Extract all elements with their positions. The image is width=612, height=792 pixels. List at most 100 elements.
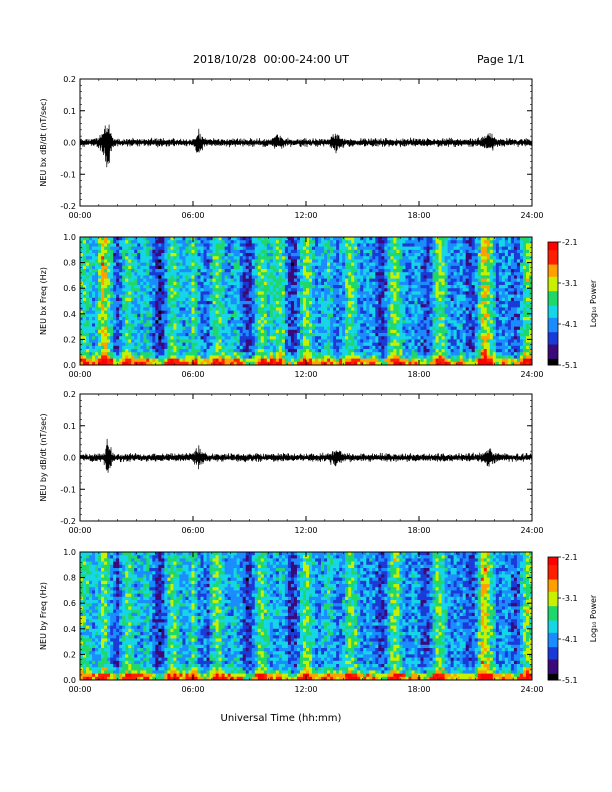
spectrogram-cell xyxy=(254,310,259,315)
spectrogram-cell xyxy=(95,342,99,347)
spectrogram-cell xyxy=(342,336,346,340)
spectrogram-cell xyxy=(366,323,370,327)
spectrogram-cell xyxy=(299,313,304,318)
spectrogram-cell xyxy=(86,265,90,270)
spectrogram-cell xyxy=(324,307,328,311)
spectrogram-cell xyxy=(372,249,376,254)
spectrogram-cell xyxy=(89,269,93,273)
spectrogram-cell xyxy=(321,288,325,292)
spectrogram-cell xyxy=(83,326,87,331)
spectrogram-cell xyxy=(248,246,253,251)
spectrogram-cell xyxy=(212,249,216,254)
spectrogram-cell xyxy=(384,313,388,318)
spectrogram-cell xyxy=(429,288,433,292)
spectrogram-cell xyxy=(110,329,114,334)
spectrogram-cell xyxy=(197,291,201,295)
spectrogram-cell xyxy=(363,349,367,353)
spectrogram-cell xyxy=(330,262,334,267)
spectrogram-cell xyxy=(188,291,192,295)
spectrogram-cell xyxy=(188,349,192,353)
spectrogram-cell xyxy=(354,358,358,363)
spectrogram-cell xyxy=(387,297,391,302)
spectrogram-cell xyxy=(230,294,234,299)
spectrogram-cell xyxy=(290,358,295,363)
spectrogram-cell xyxy=(122,313,126,318)
spectrogram-cell xyxy=(167,272,171,276)
spectrogram-cell xyxy=(203,281,207,286)
spectrogram-cell xyxy=(378,259,382,263)
spectrogram-cell xyxy=(309,285,313,289)
spectrogram-cell xyxy=(420,326,424,331)
spectrogram-cell xyxy=(104,285,108,289)
spectrogram-cell xyxy=(399,272,403,276)
spectrogram-cell xyxy=(119,275,123,279)
spectrogram-cell xyxy=(393,291,397,295)
spectrogram-cell xyxy=(98,326,102,331)
spectrogram-cell xyxy=(101,326,105,331)
spectrogram-cell xyxy=(414,336,418,340)
spectrogram-cell xyxy=(381,262,385,267)
spectrogram-cell xyxy=(366,304,370,308)
spectrogram-cell xyxy=(281,281,286,286)
spectrogram-cell xyxy=(242,317,247,321)
spectrogram-cell xyxy=(134,336,138,340)
spectrogram-cell xyxy=(414,262,418,267)
spectrogram-cell xyxy=(248,336,253,340)
spectrogram-cell xyxy=(384,288,388,292)
spectrogram-cell xyxy=(299,288,304,292)
spectrogram-cell xyxy=(315,291,319,295)
spectrogram-cell xyxy=(155,249,159,254)
spectrogram-cell xyxy=(212,265,216,270)
spectrogram-cell xyxy=(92,301,96,305)
spectrogram-cell xyxy=(218,265,222,270)
spectrogram-cell xyxy=(215,329,219,334)
spectrogram-cell xyxy=(414,278,418,283)
spectrogram-cell xyxy=(89,323,93,327)
spectrogram-cell xyxy=(366,240,370,244)
spectrogram-cell xyxy=(357,275,361,279)
spectrogram-cell xyxy=(209,307,213,311)
spectrogram-cell xyxy=(429,339,433,343)
spectrogram-cell xyxy=(318,333,322,337)
spectrogram-cell xyxy=(339,304,343,308)
spectrogram-cell xyxy=(363,237,367,241)
spectrogram-cell xyxy=(173,291,177,295)
spectrogram-cell xyxy=(209,249,213,254)
spectrogram-cell xyxy=(92,294,96,299)
spectrogram-cell xyxy=(441,246,445,251)
spectrogram-cell xyxy=(119,259,123,263)
spectrogram-cell xyxy=(236,249,240,254)
spectrogram-cell xyxy=(275,317,280,321)
spectrogram-cell xyxy=(339,355,343,359)
spectrogram-cell xyxy=(435,336,439,340)
spectrogram-cell xyxy=(375,285,379,289)
spectrogram-cell xyxy=(324,320,328,324)
spectrogram-cell xyxy=(342,243,346,247)
spectrogram-cell xyxy=(435,355,439,359)
spectrogram-cell xyxy=(290,256,295,260)
spectrogram-cell xyxy=(372,262,376,267)
spectrogram-cell xyxy=(86,355,90,359)
spectrogram-cell xyxy=(155,246,159,251)
spectrogram-cell xyxy=(83,256,87,260)
spectrogram-cell xyxy=(375,361,379,366)
spectrogram-cell xyxy=(321,253,325,257)
spectrogram-cell xyxy=(107,301,111,305)
spectrogram-cell xyxy=(405,262,409,267)
spectrogram-cell xyxy=(321,291,325,295)
spectrogram-cell xyxy=(306,259,310,263)
spectrogram-cell xyxy=(101,355,105,359)
spectrogram-cell xyxy=(131,249,135,254)
spectrogram-cell xyxy=(221,294,225,299)
spectrogram-cell xyxy=(296,358,301,363)
spectrogram-cell xyxy=(119,262,123,267)
spectrogram-cell xyxy=(158,256,162,260)
spectrogram-cell xyxy=(399,269,403,273)
spectrogram-cell xyxy=(351,281,355,286)
spectrogram-cell xyxy=(272,361,277,366)
spectrogram-cell xyxy=(309,317,313,321)
spectrogram-cell xyxy=(360,320,364,324)
x-tick-label: 18:00 xyxy=(407,211,430,220)
spectrogram-cell xyxy=(381,259,385,263)
spectrogram-cell xyxy=(152,333,156,337)
